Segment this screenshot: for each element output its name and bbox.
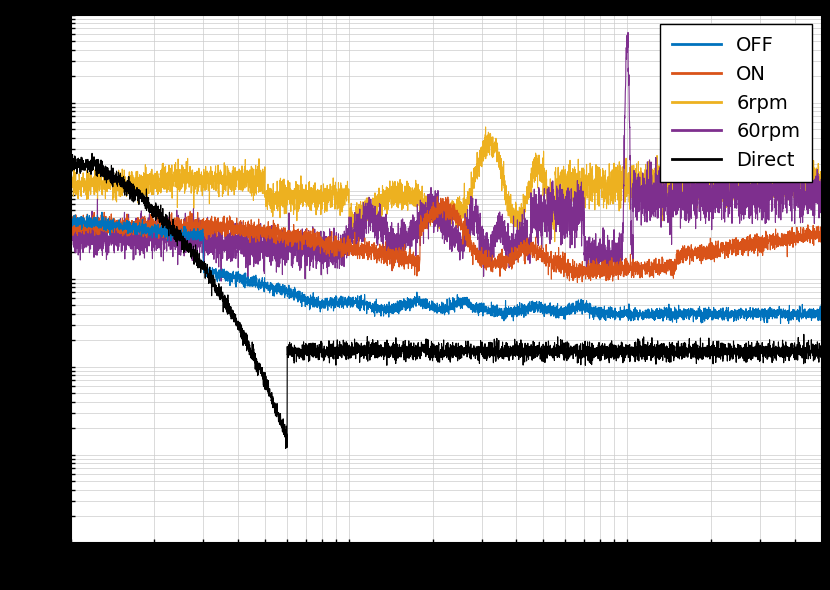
60rpm	[554, 186, 564, 194]
6rpm	[353, 208, 363, 215]
6rpm	[549, 238, 559, 245]
OFF	[97, 209, 107, 216]
Legend: OFF, ON, 6rpm, 60rpm, Direct: OFF, ON, 6rpm, 60rpm, Direct	[661, 24, 812, 182]
OFF	[353, 292, 363, 299]
OFF	[203, 263, 212, 270]
6rpm	[627, 171, 637, 178]
ON	[202, 215, 212, 222]
OFF	[683, 313, 693, 320]
Direct	[281, 445, 290, 452]
OFF	[516, 306, 526, 313]
Direct	[554, 353, 564, 360]
60rpm	[516, 231, 526, 238]
ON	[554, 268, 564, 276]
OFF	[66, 215, 76, 222]
Direct	[203, 270, 212, 277]
6rpm	[817, 183, 827, 190]
ON	[432, 194, 442, 201]
Direct	[683, 344, 693, 351]
60rpm	[817, 194, 827, 201]
ON	[817, 227, 827, 234]
Line: 60rpm: 60rpm	[71, 32, 822, 281]
Line: Direct: Direct	[71, 153, 822, 448]
Direct	[66, 159, 76, 166]
60rpm	[216, 278, 226, 285]
ON	[353, 255, 363, 262]
OFF	[784, 320, 793, 327]
Direct	[817, 350, 827, 357]
ON	[516, 239, 526, 246]
60rpm	[353, 233, 363, 240]
60rpm	[623, 29, 633, 36]
OFF	[817, 313, 827, 320]
6rpm	[202, 173, 212, 181]
Line: OFF: OFF	[71, 212, 822, 323]
60rpm	[66, 222, 76, 229]
ON	[573, 279, 583, 286]
OFF	[554, 307, 564, 314]
6rpm	[554, 194, 564, 201]
Line: 6rpm: 6rpm	[71, 127, 822, 242]
6rpm	[66, 194, 76, 201]
60rpm	[202, 249, 212, 256]
60rpm	[627, 217, 637, 224]
ON	[66, 224, 76, 231]
Direct	[353, 349, 363, 356]
Direct	[87, 150, 97, 157]
Direct	[627, 349, 637, 356]
Direct	[516, 340, 526, 348]
ON	[683, 246, 693, 253]
6rpm	[516, 215, 526, 222]
6rpm	[683, 173, 693, 180]
60rpm	[683, 171, 693, 178]
ON	[627, 264, 637, 271]
OFF	[626, 313, 636, 320]
Line: ON: ON	[71, 197, 822, 283]
6rpm	[481, 123, 491, 130]
